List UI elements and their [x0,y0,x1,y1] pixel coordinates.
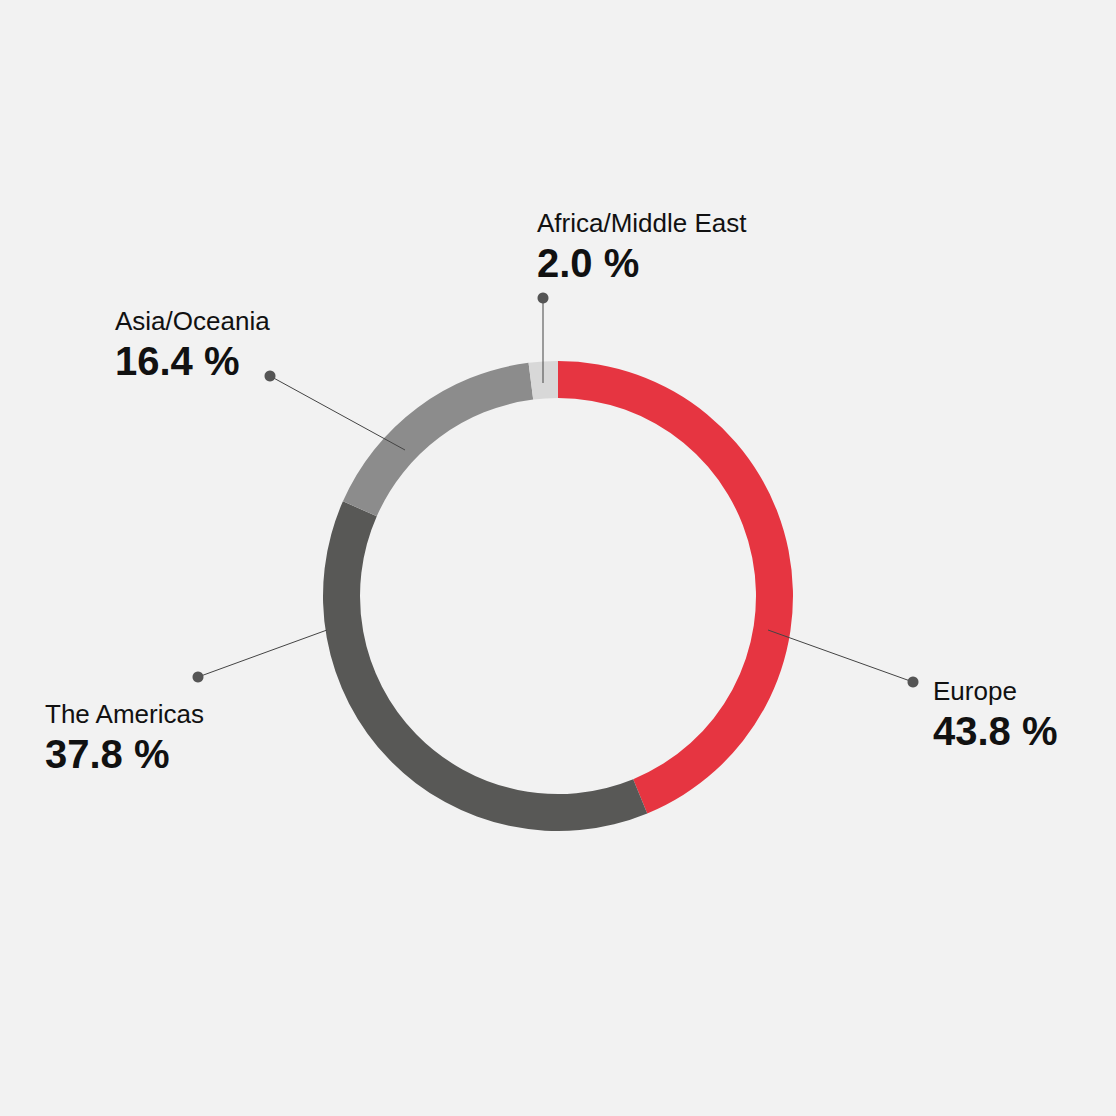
svg-text:37.8 %: 37.8 % [45,732,170,776]
svg-text:Europe: Europe [933,676,1017,706]
svg-text:16.4 %: 16.4 % [115,339,240,383]
svg-text:43.8 %: 43.8 % [933,709,1058,753]
svg-text:2.0 %: 2.0 % [537,241,639,285]
svg-text:Asia/Oceania: Asia/Oceania [115,306,270,336]
svg-text:Africa/Middle East: Africa/Middle East [537,208,747,238]
svg-text:The Americas: The Americas [45,699,204,729]
